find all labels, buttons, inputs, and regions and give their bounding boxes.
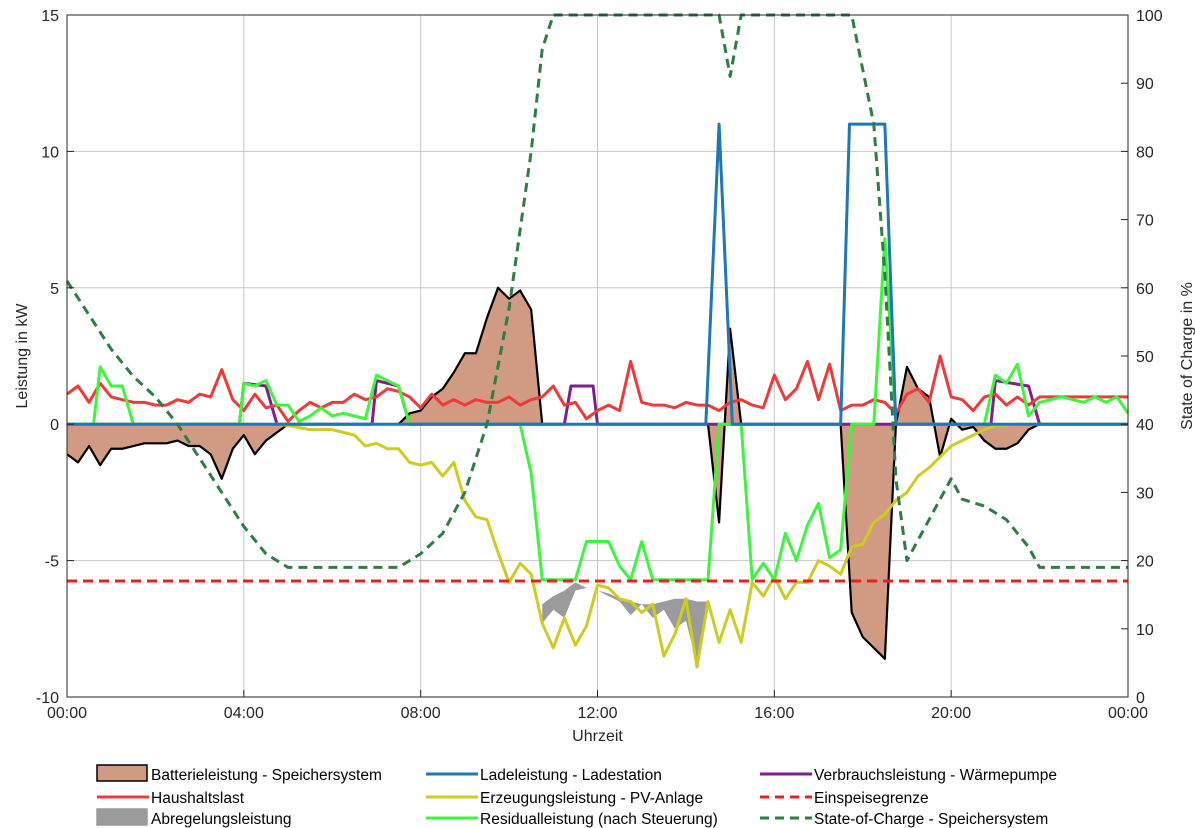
series-curtailment-band xyxy=(542,582,709,665)
legend-item-household: Haushaltslast xyxy=(97,790,245,807)
y-left-tick-label-5: 15 xyxy=(41,8,59,25)
legend-label-battery: Batterieleistung - Speichersystem xyxy=(151,767,382,784)
legend-item-pv: Erzeugungsleistung - PV-Anlage xyxy=(426,790,703,807)
legend-item-ev: Ladeleistung - Ladestation xyxy=(426,767,662,784)
legend: Batterieleistung - Speichersystem Ladelei… xyxy=(96,764,1057,828)
y-left-tick-label-4: 10 xyxy=(41,144,59,161)
legend-swatch-battery xyxy=(96,764,148,782)
y-right-tick-label-1: 10 xyxy=(1136,622,1154,639)
x-tick-label-5: 20:00 xyxy=(931,705,971,722)
legend-item-battery: Batterieleistung - Speichersystem xyxy=(96,764,382,784)
x-axis-title: Uhrzeit xyxy=(572,728,623,745)
y-axis-right-title: State of Charge in % xyxy=(1179,282,1195,430)
y-right-tick-label-3: 30 xyxy=(1136,485,1154,502)
y-right-tick-label-0: 0 xyxy=(1136,690,1145,707)
y-left-tick-label-2: 0 xyxy=(50,417,59,434)
legend-swatch-curtailment xyxy=(96,808,148,826)
right-axis: 0 10 20 30 40 50 60 70 80 90 100 xyxy=(1121,8,1163,707)
legend-label-heatpump: Verbrauchsleistung - Wärmepumpe xyxy=(814,767,1057,784)
y-right-tick-label-2: 20 xyxy=(1136,554,1154,571)
y-right-tick-label-8: 80 xyxy=(1136,144,1154,161)
y-axis-left-title: Leistung in kW xyxy=(14,303,31,409)
legend-label-ev: Ladeleistung - Ladestation xyxy=(480,767,662,784)
legend-label-curtailment: Abregelungsleistung xyxy=(151,811,291,828)
x-tick-label-6: 00:00 xyxy=(1108,705,1148,722)
y-left-tick-label-0: -10 xyxy=(36,690,59,707)
series-ev-line xyxy=(67,122,1128,426)
legend-label-feedin: Einspeisegrenze xyxy=(814,790,929,807)
x-tick-label-4: 16:00 xyxy=(754,705,794,722)
x-tick-label-0: 00:00 xyxy=(47,705,87,722)
y-right-tick-label-9: 90 xyxy=(1136,76,1154,93)
y-right-tick-label-7: 70 xyxy=(1136,213,1154,230)
x-tick-label-2: 08:00 xyxy=(401,705,441,722)
legend-label-pv: Erzeugungsleistung - PV-Anlage xyxy=(480,790,703,807)
x-tick-label-3: 12:00 xyxy=(577,705,617,722)
legend-item-curtailment: Abregelungsleistung xyxy=(96,808,291,828)
legend-item-soc: State-of-Charge - Speichersystem xyxy=(760,811,1048,828)
legend-item-heatpump: Verbrauchsleistung - Wärmepumpe xyxy=(760,767,1057,784)
series-battery-fill xyxy=(67,287,1128,659)
series-household-line xyxy=(66,354,1128,423)
x-axis: 00:00 04:00 08:00 12:00 16:00 20:00 00:00 xyxy=(47,690,1148,722)
y-right-tick-label-4: 40 xyxy=(1136,417,1154,434)
y-right-tick-label-10: 100 xyxy=(1136,8,1163,25)
x-tick-label-1: 04:00 xyxy=(224,705,264,722)
y-left-tick-label-1: -5 xyxy=(45,554,59,571)
series-layer xyxy=(65,13,1130,669)
y-right-tick-label-5: 50 xyxy=(1136,349,1154,366)
legend-label-residual: Residualleistung (nach Steuerung) xyxy=(480,811,718,828)
y-right-tick-label-6: 60 xyxy=(1136,281,1154,298)
legend-item-residual: Residualleistung (nach Steuerung) xyxy=(426,811,718,828)
left-axis: -10 -5 0 5 10 15 xyxy=(36,8,74,707)
y-left-tick-label-3: 5 xyxy=(50,281,59,298)
legend-label-soc: State-of-Charge - Speichersystem xyxy=(814,811,1048,828)
series-soc-line xyxy=(65,13,1128,569)
legend-label-household: Haushaltslast xyxy=(151,790,245,807)
series-battery-edge xyxy=(66,286,1128,660)
legend-item-feedin: Einspeisegrenze xyxy=(760,790,929,807)
